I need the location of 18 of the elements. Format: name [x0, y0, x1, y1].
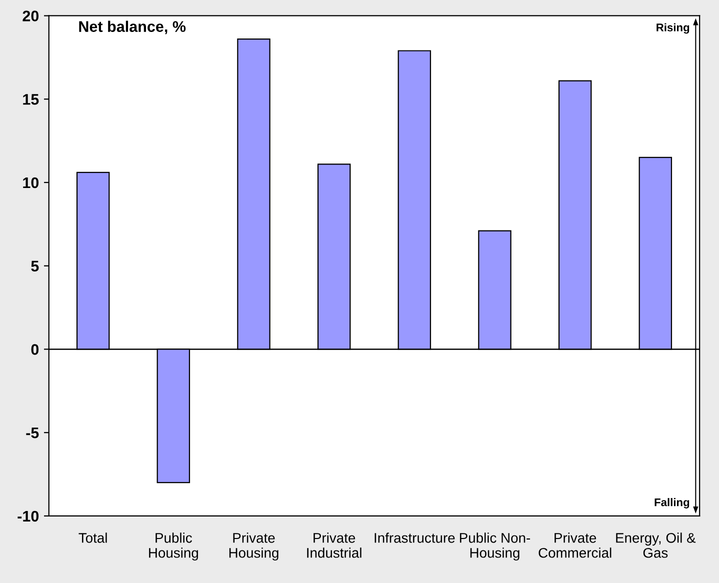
- y-tick-label: -10: [18, 510, 39, 522]
- y-tick-label: 20: [22, 10, 39, 22]
- x-tick-label: Private Commercial: [538, 532, 612, 558]
- annotation: Falling: [654, 498, 690, 508]
- x-tick-label: Private Housing: [229, 532, 278, 561]
- y-tick-label: 5: [31, 260, 39, 272]
- y-tick-label: 0: [31, 344, 39, 355]
- x-tick-label: Infrastructure: [374, 532, 455, 543]
- x-tick-label: Energy, Oil & Gas: [616, 532, 696, 558]
- y-tick-label: 15: [23, 94, 39, 105]
- y-tick-label: 10: [23, 177, 39, 188]
- annotation: Rising: [656, 23, 690, 34]
- y-axis-title: Net balance, %: [79, 20, 186, 34]
- x-tick-label: Public Housing: [149, 532, 198, 561]
- x-tick-label: Total: [78, 532, 107, 543]
- y-tick-label: -5: [26, 428, 39, 438]
- x-tick-label: Private Industrial: [307, 532, 362, 558]
- x-tick-label: Public Non- Housing: [460, 532, 530, 561]
